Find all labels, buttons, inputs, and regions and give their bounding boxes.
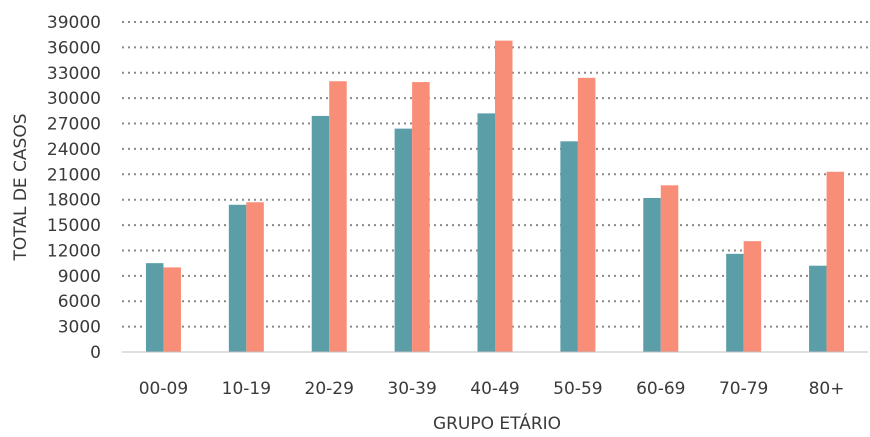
x-tick-label: 60-69: [636, 379, 685, 399]
bar-10-19-series-2: [246, 202, 264, 352]
bar-60-69-series-1: [643, 198, 661, 352]
y-tick-label: 6000: [58, 292, 101, 312]
bar-50-59-series-1: [560, 141, 578, 352]
bar-30-39-series-2: [412, 82, 430, 353]
x-tick-label: 80+: [809, 379, 845, 399]
x-axis-title: GRUPO ETÁRIO: [433, 412, 561, 434]
bar-40-49-series-2: [495, 40, 513, 352]
y-tick-label: 30000: [47, 89, 101, 109]
bar-80+-series-1: [809, 265, 827, 352]
bar-20-29-series-1: [311, 115, 330, 352]
x-tick-label: 70-79: [719, 379, 768, 399]
bar-10-19-series-1: [228, 204, 247, 352]
x-tick-label: 20-29: [305, 379, 354, 399]
y-axis-title: TOTAL DE CASOS: [11, 113, 31, 261]
bar-30-39-series-1: [394, 128, 413, 352]
x-tick-label: 30-39: [387, 379, 436, 399]
x-tick-label: 50-59: [553, 379, 602, 399]
bar-80+-series-2: [826, 171, 845, 352]
y-tick-label: 36000: [47, 38, 101, 58]
x-tick-label: 10-19: [222, 379, 271, 399]
bar-50-59-series-2: [577, 77, 596, 352]
y-tick-label: 12000: [47, 241, 101, 261]
x-axis-ticks: 00-09 10-19 20-29 30-39 40-49 50-59 60-69 70-79…: [139, 379, 845, 399]
x-tick-label: 00-09: [139, 379, 188, 399]
y-tick-label: 9000: [58, 267, 101, 287]
bar-40-49-series-1: [477, 113, 495, 352]
bar-00-09-series-1: [145, 263, 164, 352]
y-tick-label: 18000: [47, 191, 101, 211]
y-tick-label: 39000: [47, 13, 101, 33]
bar-60-69-series-2: [660, 185, 679, 352]
y-tick-label: 15000: [47, 216, 101, 236]
y-tick-label: 21000: [47, 165, 101, 185]
bar-70-79-series-1: [726, 253, 744, 352]
bar-20-29-series-2: [329, 81, 347, 352]
x-tick-label: 40-49: [470, 379, 519, 399]
y-tick-label: 0: [90, 343, 101, 363]
bar-group: [145, 40, 845, 353]
bar-00-09-series-2: [163, 267, 181, 352]
y-tick-label: 33000: [47, 64, 101, 84]
bar-70-79-series-2: [743, 241, 762, 352]
y-tick-label: 3000: [58, 318, 101, 338]
y-tick-label: 24000: [47, 140, 101, 160]
y-axis-ticks: 0 3000 6000 9000 12000 15000 18000 21000 24000 27…: [47, 13, 101, 363]
y-tick-label: 27000: [47, 115, 101, 135]
